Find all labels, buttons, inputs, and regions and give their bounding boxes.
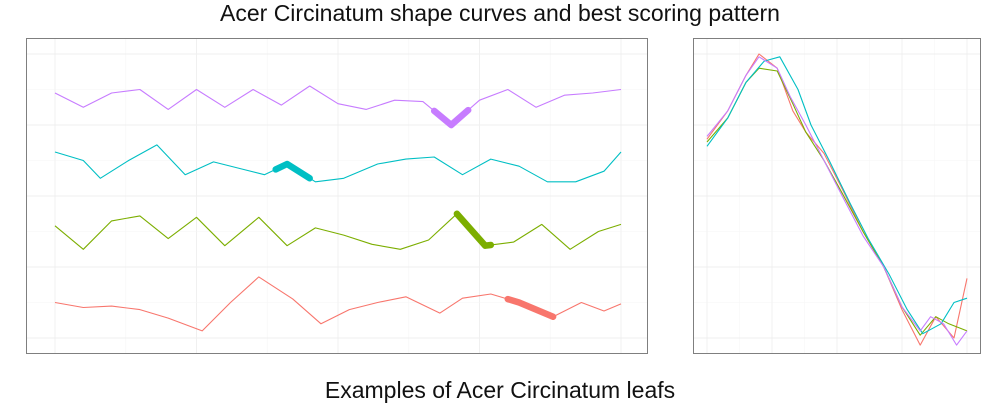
left-panel-curves (54, 85, 622, 332)
right-panel-grid (694, 39, 980, 353)
shape-curves-panel (26, 38, 648, 354)
chart-title: Acer Circinatum shape curves and best sc… (220, 0, 780, 26)
best-pattern-highlight-2 (453, 210, 495, 249)
shape-curve-2 (54, 213, 622, 250)
shape-curve-4 (54, 85, 622, 126)
best-pattern-highlight-3 (272, 160, 313, 182)
pattern-curve-4 (706, 56, 968, 346)
shape-curve-3 (54, 144, 622, 183)
figure-caption: Examples of Acer Circinatum leafs (324, 377, 676, 403)
left-panel-grid (27, 39, 647, 353)
best-pattern-highlight-1 (504, 295, 557, 320)
right-panel-curves (706, 53, 968, 346)
best-pattern-panel (693, 38, 981, 354)
best-pattern-highlight-4 (430, 106, 472, 129)
pattern-curve-3 (706, 56, 968, 335)
